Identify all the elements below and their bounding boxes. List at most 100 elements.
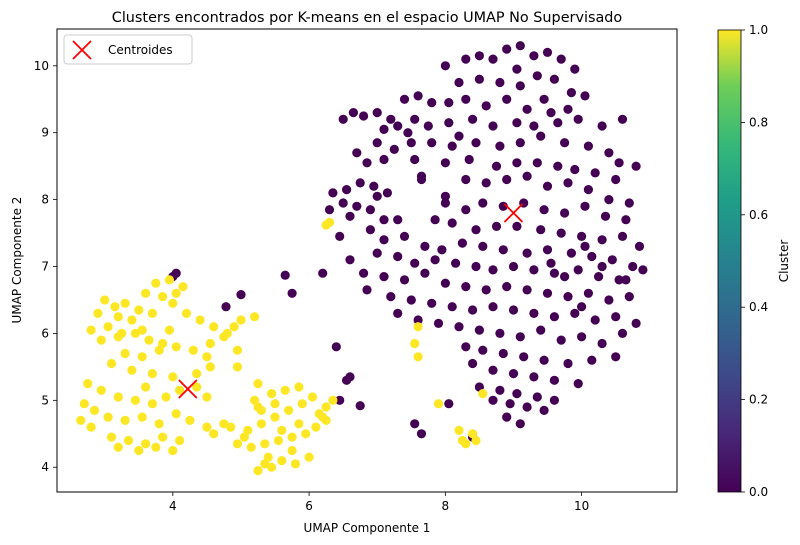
data-point-cluster-0	[522, 248, 532, 258]
data-point-cluster-1	[100, 295, 110, 305]
data-point-cluster-0	[461, 94, 471, 104]
data-point-cluster-0	[522, 402, 532, 412]
data-point-cluster-1	[321, 402, 331, 412]
data-point-cluster-0	[617, 114, 628, 124]
data-point-cluster-1	[471, 435, 481, 446]
data-point-cluster-0	[318, 268, 328, 278]
data-point-cluster-0	[365, 225, 375, 235]
data-point-cluster-0	[481, 285, 491, 295]
data-point-cluster-0	[505, 399, 515, 409]
data-point-cluster-0	[556, 335, 566, 345]
data-point-cluster-1	[79, 399, 89, 409]
data-point-cluster-0	[471, 261, 481, 272]
data-point-cluster-0	[495, 141, 505, 151]
data-point-cluster-0	[379, 215, 389, 225]
data-point-cluster-0	[566, 88, 577, 98]
data-point-cluster-0	[474, 325, 484, 335]
data-point-cluster-1	[219, 419, 229, 429]
data-point-cluster-0	[539, 94, 549, 104]
data-point-cluster-1	[106, 432, 117, 442]
data-point-cluster-0	[556, 228, 566, 238]
data-point-cluster-0	[542, 288, 553, 298]
colorbar-tick-label: 0.4	[749, 300, 768, 314]
data-point-cluster-0	[566, 248, 577, 258]
data-point-cluster-1	[246, 442, 256, 452]
data-point-cluster-0	[549, 375, 560, 385]
data-point-cluster-0	[614, 158, 624, 168]
data-point-cluster-0	[556, 54, 566, 64]
data-point-cluster-0	[597, 338, 607, 349]
data-point-cluster-1	[120, 298, 130, 308]
data-point-cluster-1	[96, 335, 106, 345]
data-point-cluster-0	[416, 429, 427, 439]
data-point-cluster-1	[294, 419, 304, 429]
colorbar-tick-label: 0.6	[749, 208, 768, 222]
data-point-cluster-0	[342, 185, 352, 195]
data-point-cluster-0	[502, 174, 512, 185]
data-point-cluster-0	[488, 265, 498, 275]
data-point-cluster-1	[209, 322, 219, 332]
data-point-cluster-0	[495, 77, 505, 88]
data-point-cluster-1	[83, 379, 93, 389]
data-point-cluster-0	[461, 54, 471, 64]
y-axis-title: UMAP Componente 2	[10, 197, 24, 324]
data-point-cluster-1	[86, 325, 96, 335]
data-point-cluster-0	[587, 251, 597, 262]
y-tick-label: 7	[41, 260, 49, 274]
data-point-cluster-0	[393, 308, 403, 318]
data-point-cluster-0	[597, 261, 607, 272]
data-point-cluster-0	[488, 365, 498, 375]
colorbar-tick-label: 0.0	[749, 485, 768, 499]
data-point-cluster-1	[290, 459, 301, 469]
data-point-cluster-0	[542, 47, 553, 58]
data-point-cluster-0	[355, 178, 365, 188]
data-point-cluster-0	[573, 265, 583, 275]
data-point-cluster-1	[168, 445, 178, 456]
y-tick-label: 9	[41, 126, 49, 140]
data-point-cluster-1	[106, 358, 117, 369]
data-point-cluster-0	[583, 288, 594, 298]
data-point-cluster-1	[144, 335, 154, 345]
data-point-cluster-0	[430, 215, 440, 225]
data-point-cluster-0	[529, 372, 539, 382]
data-point-cluster-0	[560, 272, 570, 282]
data-point-cluster-0	[464, 154, 474, 165]
data-point-cluster-1	[307, 392, 318, 402]
data-point-cluster-0	[399, 275, 410, 285]
data-point-cluster-1	[141, 288, 151, 298]
data-point-cluster-0	[549, 312, 560, 322]
data-point-cluster-0	[413, 315, 423, 325]
data-point-cluster-0	[491, 221, 502, 231]
data-point-cluster-0	[468, 305, 478, 315]
legend-label: Centroides	[108, 43, 173, 57]
data-point-cluster-0	[478, 345, 488, 355]
data-point-cluster-0	[488, 121, 498, 131]
data-point-cluster-0	[379, 272, 389, 282]
data-point-cluster-0	[631, 161, 641, 171]
data-point-cluster-0	[386, 114, 396, 124]
data-point-cluster-1	[192, 369, 202, 379]
data-point-cluster-1	[127, 365, 137, 375]
data-point-cluster-0	[372, 108, 382, 118]
data-point-cluster-0	[549, 74, 560, 84]
data-point-cluster-0	[621, 215, 631, 225]
data-point-cluster-1	[222, 328, 232, 338]
data-point-cluster-1	[113, 392, 123, 402]
data-point-cluster-1	[311, 422, 321, 432]
data-point-cluster-0	[577, 302, 587, 312]
data-point-cluster-1	[151, 278, 161, 288]
data-point-cluster-0	[447, 302, 457, 312]
data-point-cluster-0	[399, 94, 410, 104]
data-point-cluster-0	[583, 141, 594, 151]
data-point-cluster-1	[130, 395, 140, 405]
data-point-cluster-0	[324, 205, 335, 215]
data-point-cluster-0	[372, 191, 382, 201]
data-point-cluster-0	[512, 389, 522, 399]
data-point-cluster-0	[539, 205, 549, 215]
data-point-cluster-0	[634, 241, 645, 251]
data-point-cluster-1	[151, 442, 161, 452]
data-point-cluster-0	[481, 178, 491, 188]
data-point-cluster-0	[369, 181, 379, 191]
data-point-cluster-0	[338, 114, 348, 124]
data-point-cluster-0	[393, 251, 403, 262]
